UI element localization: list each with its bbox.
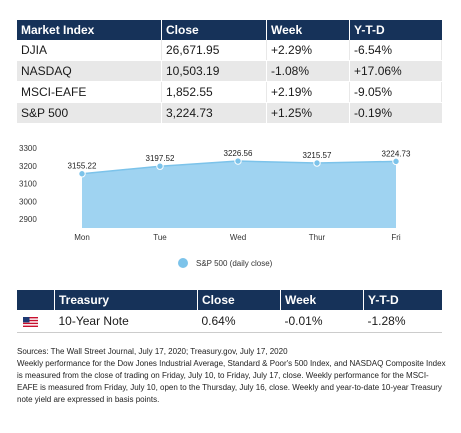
row-close: 0.64% — [197, 310, 281, 333]
data-label: 3215.57 — [303, 151, 332, 160]
legend-label: S&P 500 (daily close) — [196, 258, 273, 268]
y-tick-label: 3100 — [19, 180, 37, 189]
notes-methodology: Weekly performance for the Dow Jones Ind… — [17, 359, 446, 404]
data-point — [156, 162, 164, 170]
area-fill — [82, 161, 396, 228]
row-ytd: -6.54% — [349, 40, 442, 61]
table-row: DJIA 26,671.95 +2.29% -6.54% — [17, 40, 442, 61]
row-close: 26,671.95 — [161, 40, 267, 61]
row-week: -0.01% — [280, 310, 364, 333]
notes-sources: Sources: The Wall Street Journal, July 1… — [17, 347, 288, 356]
row-week: -1.08% — [266, 60, 350, 82]
data-label: 3197.52 — [146, 154, 175, 163]
market-index-table: Market Index Close Week Y-T-D DJIA 26,67… — [17, 20, 442, 124]
header-ytd: Y-T-D — [349, 20, 442, 40]
row-index-name: MSCI-EAFE — [17, 81, 162, 103]
row-treasury-name: 10-Year Note — [54, 310, 198, 333]
row-ytd: -9.05% — [349, 81, 442, 103]
row-week: +2.19% — [266, 81, 350, 103]
table-row: S&P 500 3,224.73 +1.25% -0.19% — [17, 102, 442, 124]
x-tick-label: Fri — [391, 233, 401, 242]
table-row: MSCI-EAFE 1,852.55 +2.19% -9.05% — [17, 81, 442, 103]
market-table-header: Market Index Close Week Y-T-D — [17, 20, 442, 40]
x-tick-label: Wed — [230, 233, 246, 242]
flag-cell — [17, 310, 55, 333]
data-point — [234, 157, 242, 165]
row-close: 1,852.55 — [161, 81, 267, 103]
legend-marker — [178, 258, 188, 268]
header-ytd: Y-T-D — [363, 290, 442, 310]
row-ytd: -1.28% — [363, 310, 442, 333]
y-tick-label: 3200 — [19, 162, 37, 171]
row-index-name: DJIA — [17, 40, 162, 61]
us-flag-icon — [23, 316, 38, 327]
row-index-name: S&P 500 — [17, 102, 162, 124]
data-label: 3226.56 — [224, 149, 253, 158]
header-flag-blank — [17, 290, 55, 310]
header-week: Week — [266, 20, 350, 40]
row-index-name: NASDAQ — [17, 60, 162, 82]
row-week: +1.25% — [266, 102, 350, 124]
x-tick-label: Mon — [74, 233, 90, 242]
y-tick-label: 2900 — [19, 215, 37, 224]
data-point — [313, 159, 321, 167]
row-close: 3,224.73 — [161, 102, 267, 124]
chart-legend: S&P 500 (daily close) — [178, 258, 272, 268]
row-close: 10,503.19 — [161, 60, 267, 82]
sp500-area-chart: 2900 3000 3100 3200 3300 3155.22 3197.52 3226.5… — [19, 144, 411, 242]
source-notes: Sources: The Wall Street Journal, July 1… — [17, 346, 447, 406]
table-row: NASDAQ 10,503.19 -1.08% +17.06% — [17, 60, 442, 82]
x-tick-label: Tue — [153, 233, 167, 242]
row-week: +2.29% — [266, 40, 350, 61]
header-close: Close — [161, 20, 267, 40]
header-market-index: Market Index — [17, 20, 162, 40]
data-label: 3224.73 — [382, 149, 411, 158]
data-point — [78, 170, 86, 178]
y-tick-label: 3300 — [19, 144, 37, 153]
header-treasury: Treasury — [54, 290, 198, 310]
row-ytd: -0.19% — [349, 102, 442, 124]
row-ytd: +17.06% — [349, 60, 442, 82]
treasury-table-header: Treasury Close Week Y-T-D — [17, 290, 442, 310]
header-week: Week — [280, 290, 364, 310]
data-label: 3155.22 — [68, 162, 97, 171]
y-tick-label: 3000 — [19, 197, 37, 206]
data-point — [392, 157, 400, 166]
header-close: Close — [197, 290, 281, 310]
table-row: 10-Year Note 0.64% -0.01% -1.28% — [17, 310, 442, 333]
treasury-table: Treasury Close Week Y-T-D 10-Year Note 0… — [17, 290, 442, 333]
x-tick-label: Thur — [309, 233, 326, 242]
